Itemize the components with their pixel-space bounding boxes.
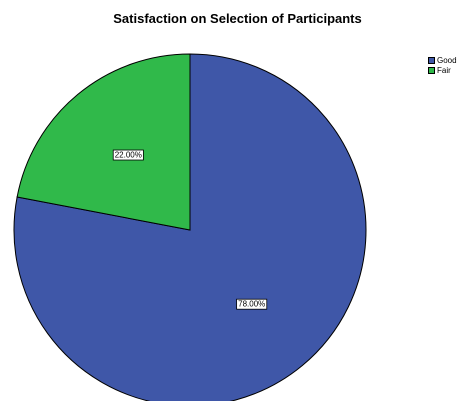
data-label-box-fair	[112, 149, 144, 161]
legend-item-good: Good	[428, 55, 457, 65]
data-label-box-good	[236, 298, 268, 310]
chart-title: Satisfaction on Selection of Participant…	[113, 11, 362, 26]
legend-label-good: Good	[437, 55, 457, 65]
pie-slice-fair	[16, 53, 191, 231]
legend-item-fair: Fair	[428, 65, 457, 75]
pie-slice-good	[13, 53, 367, 401]
legend-swatch-good	[428, 56, 435, 64]
data-label-text-good: 78.00%	[238, 300, 265, 309]
legend-label-fair: Fair	[437, 65, 451, 75]
data-label-text-fair: 22.00%	[115, 151, 142, 160]
legend-swatch-fair	[428, 66, 435, 74]
legend: Good Fair	[428, 55, 457, 75]
data-label-good: 78.00%	[236, 298, 268, 310]
data-label-fair: 22.00%	[112, 149, 144, 161]
